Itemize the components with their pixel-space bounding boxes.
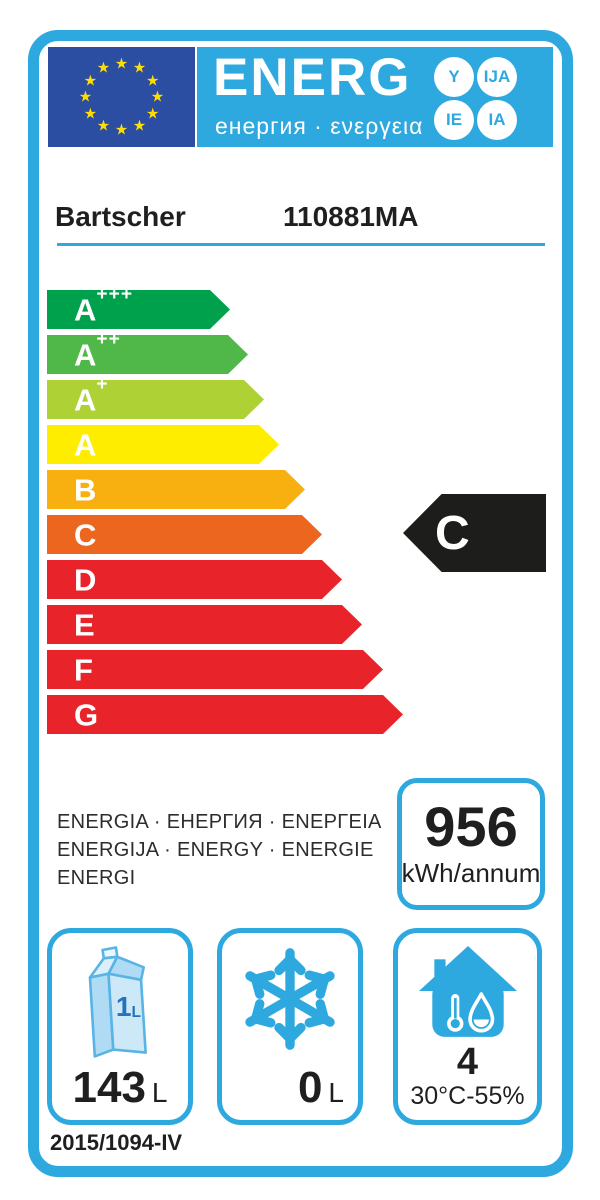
- eu-star-icon: ★: [83, 72, 98, 89]
- eu-star-icon: ★: [132, 117, 147, 135]
- freezer-volume-box: 0 L: [217, 928, 363, 1125]
- carton-volume-unit: L: [131, 1004, 141, 1021]
- rating-grade-label: G: [74, 697, 99, 733]
- freezer-volume-row: 0 L: [298, 1066, 358, 1110]
- climate-class-box: 4 30°C-55%: [393, 928, 542, 1125]
- eu-star-icon: ★: [145, 105, 160, 122]
- rating-bar-g: G: [47, 695, 403, 734]
- eu-star-icon: ★: [83, 105, 98, 122]
- snowflake-icon: [235, 943, 345, 1055]
- eu-star-icon: ★: [132, 59, 147, 77]
- droplet-icon: [467, 992, 494, 1033]
- energ-subtitle: енергия · ενεργεια: [215, 113, 424, 139]
- house-climate-icon: [418, 946, 517, 1037]
- eu-star-icon: ★: [114, 121, 129, 139]
- label-border: [28, 30, 573, 1177]
- rating-grade-label: C: [74, 517, 97, 553]
- eu-star-icon: ★: [78, 88, 93, 106]
- chimney-shape: [433, 959, 446, 984]
- rating-bar-d: D: [47, 560, 342, 599]
- rating-grade-label: F: [74, 652, 93, 688]
- rating-bar-a-plus3: A+++: [47, 290, 230, 329]
- rating-bar-e: E: [47, 605, 362, 644]
- brand-name: Bartscher: [55, 201, 186, 232]
- rating-grade-label: D: [74, 562, 97, 598]
- energ-logo-box: ENERG енергия · ενεργεια Y IJA IE IA: [197, 47, 553, 147]
- rating-grade-label: A+++: [74, 284, 134, 328]
- suffix-circle-ie: IE: [434, 100, 474, 140]
- freezer-volume-unit: L: [328, 1077, 344, 1108]
- annual-consumption-box: 956 kWh/annum: [397, 778, 545, 910]
- annual-consumption-unit: kWh/annum: [401, 858, 541, 888]
- eu-star-icon: ★: [114, 55, 129, 73]
- climate-class-value: 4: [456, 1040, 479, 1083]
- eu-star-icon: ★: [145, 72, 160, 89]
- freezer-volume-value: 0: [297, 1063, 323, 1112]
- language-suffix-circles: Y IJA IE IA: [434, 57, 517, 140]
- rating-scale: A+++ A++ A+ A B C D E F G: [47, 290, 403, 740]
- annual-consumption-value: 956: [424, 795, 518, 858]
- rating-grade-label: E: [74, 607, 95, 643]
- regulation-reference: 2015/1094-IV: [50, 1130, 183, 1155]
- energy-word-block: ENERGIA · ЕНЕРГИЯ · ΕΝΕΡΓΕΙΑ ENERGIJA · …: [57, 808, 382, 892]
- eu-star-icon: ★: [150, 88, 165, 106]
- model-number: 110881MA: [283, 201, 419, 232]
- rating-grade-label: A++: [74, 329, 121, 373]
- rating-bar-c: C: [47, 515, 322, 554]
- rating-grade-label: A: [74, 427, 97, 463]
- header-divider: [57, 243, 545, 246]
- fridge-volume-value: 143: [72, 1063, 146, 1112]
- rating-grade-label: A+: [74, 374, 109, 418]
- suffix-circle-ija: IJA: [477, 57, 517, 97]
- rating-bar-a-plus2: A++: [47, 335, 248, 374]
- current-rating-letter: C: [435, 506, 470, 560]
- eu-star-icon: ★: [96, 117, 111, 135]
- roof-shape: [418, 946, 517, 991]
- climate-class-conditions: 30°C-55%: [410, 1081, 525, 1110]
- fridge-volume-unit: L: [151, 1077, 168, 1108]
- rating-bar-f: F: [47, 650, 383, 689]
- milk-carton-icon: 1 L: [88, 946, 147, 1058]
- eu-star-icon: ★: [96, 59, 111, 77]
- rating-bar-a: A: [47, 425, 279, 464]
- energy-words-line1: ENERGIA · ЕНЕРГИЯ · ΕΝΕΡΓΕΙΑ: [57, 811, 382, 833]
- fridge-volume-row: 143 L: [73, 1066, 168, 1110]
- rating-bar-b: B: [47, 470, 305, 509]
- carton-volume-value: 1: [116, 991, 132, 1022]
- suffix-circle-y: Y: [434, 57, 474, 97]
- energ-word: ENERG: [213, 48, 412, 107]
- rating-bar-a-plus1: A+: [47, 380, 264, 419]
- eu-flag: ★ ★ ★ ★ ★ ★ ★ ★ ★ ★ ★ ★: [48, 47, 195, 147]
- energy-words-line2: ENERGIJA · ENERGY · ENERGIE: [57, 839, 374, 861]
- suffix-circle-ia: IA: [477, 100, 517, 140]
- rating-grade-label: B: [74, 472, 97, 508]
- energy-words-line3: ENERGI: [57, 867, 136, 889]
- thermometer-icon: [446, 994, 463, 1032]
- fridge-volume-box: 1 L 143 L: [47, 928, 193, 1125]
